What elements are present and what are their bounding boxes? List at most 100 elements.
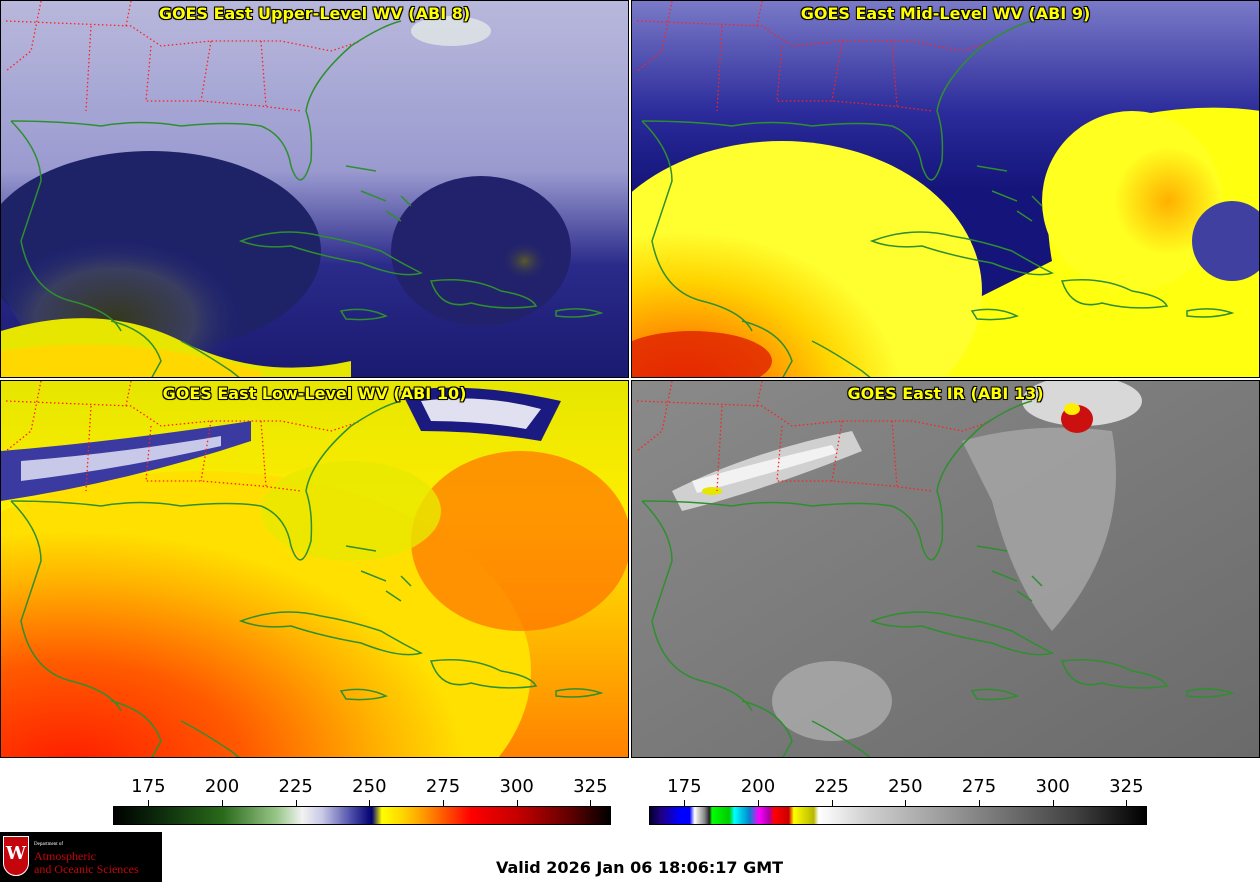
map-overlay bbox=[636, 1, 1235, 377]
colorbar-tick-label: 225 bbox=[814, 776, 849, 797]
colorbar-tick-label: 200 bbox=[204, 776, 240, 797]
colorbar-tick bbox=[590, 800, 592, 806]
coastline bbox=[110, 320, 162, 377]
colorbar-tick bbox=[443, 800, 445, 806]
colorbar-tick bbox=[1052, 800, 1054, 806]
ir-colorbar-scale bbox=[649, 806, 1147, 825]
coastline bbox=[429, 659, 538, 689]
ir-panel: GOES East IR (ABI 13) bbox=[631, 380, 1260, 758]
colorbar-tick bbox=[1126, 800, 1128, 806]
map-overlay bbox=[5, 381, 604, 757]
colorbar-tick-label: 275 bbox=[425, 776, 461, 797]
coastline bbox=[741, 320, 793, 377]
coastline bbox=[970, 308, 1019, 321]
logo-line2: and Oceanic Sciences bbox=[34, 862, 139, 876]
coastline bbox=[10, 120, 122, 332]
state-border bbox=[716, 25, 898, 112]
state-border bbox=[636, 20, 993, 52]
coastline bbox=[1186, 688, 1235, 698]
coastline bbox=[555, 688, 604, 698]
coastline bbox=[180, 340, 240, 377]
upper-level-wv-image bbox=[1, 1, 628, 377]
coastline bbox=[641, 400, 1033, 561]
colorbar-tick-label: 275 bbox=[961, 776, 997, 797]
state-border bbox=[776, 45, 933, 112]
coastline bbox=[970, 688, 1019, 701]
state-border bbox=[5, 20, 362, 52]
low-level-wv-image bbox=[1, 381, 628, 757]
state-border bbox=[636, 1, 763, 72]
coastline bbox=[238, 611, 424, 656]
coastline bbox=[641, 120, 753, 332]
colorbar-tick-label: 300 bbox=[499, 776, 534, 797]
coastline bbox=[345, 165, 412, 222]
colorbar-tick bbox=[831, 800, 833, 806]
coastline bbox=[641, 500, 753, 712]
panel-title: GOES East Mid-Level WV (ABI 9) bbox=[800, 4, 1091, 23]
coastline bbox=[976, 545, 1043, 602]
state-border bbox=[636, 381, 763, 452]
coastline bbox=[110, 700, 162, 757]
state-border bbox=[145, 45, 302, 112]
wv-colorbar: 175 200 225 250 275 300 325 bbox=[113, 768, 611, 826]
colorbar-tick-label: 175 bbox=[131, 776, 166, 797]
state-border bbox=[5, 1, 132, 72]
coastline bbox=[345, 545, 412, 602]
colorbar-tick bbox=[222, 800, 224, 806]
upper-level-wv-panel: GOES East Upper-Level WV (ABI 8) bbox=[0, 0, 629, 378]
state-border bbox=[776, 425, 933, 492]
aos-logo: W Department of Atmospheric and Oceanic … bbox=[0, 832, 162, 882]
valid-time: Valid 2026 Jan 06 18:06:17 GMT bbox=[496, 858, 784, 877]
panel-title: GOES East Low-Level WV (ABI 10) bbox=[162, 384, 467, 403]
state-border bbox=[145, 425, 302, 492]
colorbar-tick bbox=[148, 800, 150, 806]
colorbar-tick bbox=[979, 800, 981, 806]
mid-level-wv-panel: GOES East Mid-Level WV (ABI 9) bbox=[631, 0, 1260, 378]
coastline bbox=[10, 400, 402, 561]
colorbar-tick-label: 325 bbox=[573, 776, 608, 797]
coastline bbox=[10, 20, 402, 181]
low-level-wv-panel: GOES East Low-Level WV (ABI 10) bbox=[0, 380, 629, 758]
coastline bbox=[869, 231, 1055, 276]
coastline bbox=[10, 500, 122, 712]
coastline bbox=[238, 231, 424, 276]
coastline bbox=[811, 720, 871, 757]
map-overlay bbox=[636, 381, 1235, 757]
state-border bbox=[716, 405, 898, 492]
coastline bbox=[1060, 659, 1169, 689]
coastline bbox=[339, 308, 388, 321]
wv-colorbar-scale bbox=[113, 806, 611, 825]
colorbar-tick bbox=[295, 800, 297, 806]
coastline bbox=[1060, 279, 1169, 309]
coastline bbox=[869, 611, 1055, 656]
colorbar-tick-label: 200 bbox=[740, 776, 776, 797]
state-border bbox=[5, 400, 362, 432]
coastline bbox=[339, 688, 388, 701]
state-border bbox=[636, 400, 993, 432]
state-border bbox=[5, 381, 132, 452]
colorbar-tick-label: 225 bbox=[278, 776, 313, 797]
coastline bbox=[180, 720, 240, 757]
panel-title: GOES East Upper-Level WV (ABI 8) bbox=[158, 4, 471, 23]
colorbar-tick bbox=[516, 800, 518, 806]
state-border bbox=[85, 25, 267, 112]
coastline bbox=[1186, 308, 1235, 318]
colorbar-tick-label: 250 bbox=[352, 776, 387, 797]
coastline bbox=[641, 20, 1033, 181]
colorbar-tick bbox=[758, 800, 760, 806]
uw-crest-icon: W bbox=[3, 836, 29, 876]
colorbar-tick bbox=[369, 800, 371, 806]
coastline bbox=[741, 700, 793, 757]
state-border bbox=[85, 405, 267, 492]
map-overlay bbox=[5, 1, 604, 377]
mid-level-wv-image bbox=[632, 1, 1259, 377]
panel-title: GOES East IR (ABI 13) bbox=[847, 384, 1044, 403]
coastline bbox=[429, 279, 538, 309]
colorbar-tick bbox=[905, 800, 907, 806]
colorbar-tick-label: 250 bbox=[888, 776, 923, 797]
colorbar-tick-label: 325 bbox=[1109, 776, 1144, 797]
colorbar-tick-label: 300 bbox=[1035, 776, 1070, 797]
coastline bbox=[811, 340, 871, 377]
logo-line1: Atmospheric bbox=[34, 849, 96, 863]
ir-image bbox=[632, 381, 1259, 757]
